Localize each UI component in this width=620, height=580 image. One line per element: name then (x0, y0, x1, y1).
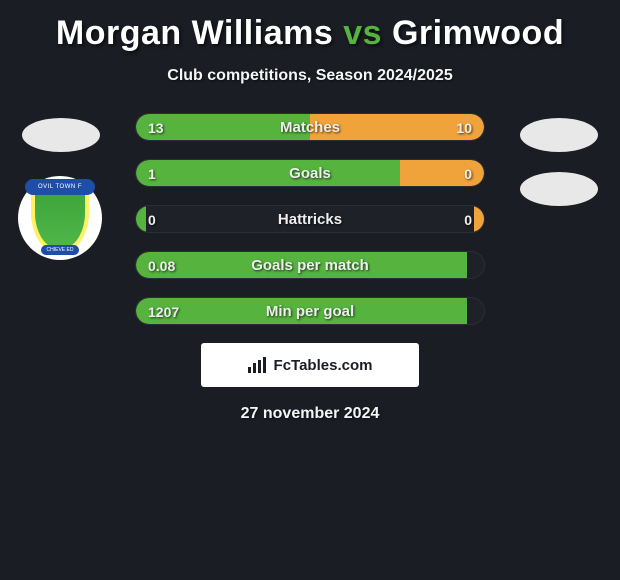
stat-label: Goals (136, 160, 484, 186)
stat-row: 0.08Goals per match (135, 251, 485, 279)
player2-club-crest (520, 172, 598, 206)
stat-row: 10Goals (135, 159, 485, 187)
player1-photo (22, 118, 100, 152)
page-title: Morgan Williams vs Grimwood (0, 0, 620, 53)
crest-top-text: OVIL TOWN F (25, 179, 95, 195)
title-vs: vs (343, 14, 382, 52)
player1-club-crest: OVIL TOWN F CHIEVE ED (18, 176, 102, 260)
subtitle: Club competitions, Season 2024/2025 (0, 67, 620, 85)
stat-row: 1310Matches (135, 113, 485, 141)
stat-label: Hattricks (136, 206, 484, 232)
stat-row: 00Hattricks (135, 205, 485, 233)
stat-label: Matches (136, 114, 484, 140)
player2-photo (520, 118, 598, 152)
bar-chart-icon (248, 357, 268, 373)
attribution-badge: FcTables.com (201, 343, 419, 387)
stat-row: 1207Min per goal (135, 297, 485, 325)
date-text: 27 november 2024 (0, 405, 620, 423)
crest-bottom-text: CHIEVE ED (41, 245, 79, 255)
title-player1: Morgan Williams (56, 14, 333, 52)
stat-label: Goals per match (136, 252, 484, 278)
stat-label: Min per goal (136, 298, 484, 324)
comparison-bars: 1310Matches 10Goals 00Hattricks 0.08Goals p… (135, 113, 485, 325)
attribution-text: FcTables.com (274, 357, 373, 374)
title-player2: Grimwood (392, 14, 564, 52)
